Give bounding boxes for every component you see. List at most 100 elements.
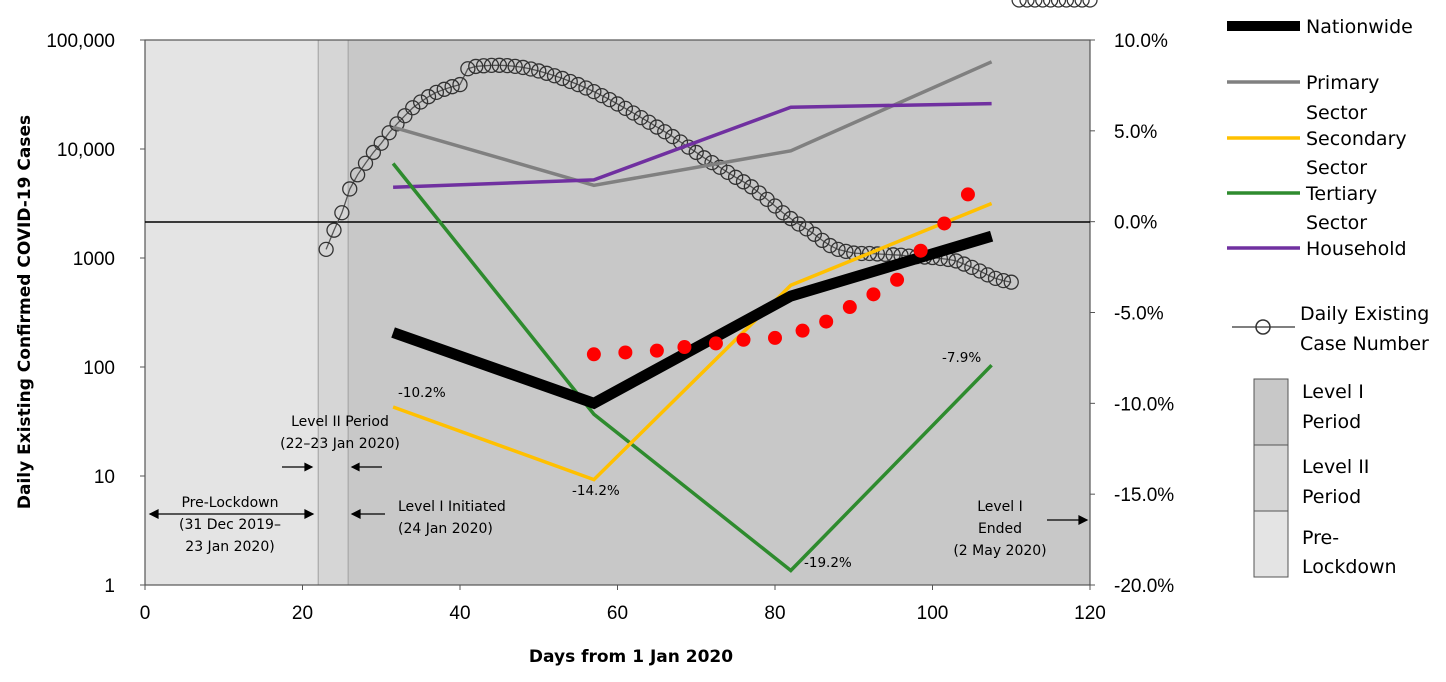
red-dot (768, 330, 782, 345)
existing-case-marker (499, 57, 515, 74)
y-left-tick-label: 100,000 (46, 31, 115, 52)
series-line-secondary-sector (392, 201, 993, 482)
existing-case-marker (743, 179, 760, 195)
red-dot (890, 272, 905, 287)
period-bands (145, 40, 1090, 585)
legend-label-level1b: Period (1302, 411, 1361, 433)
label-secondary-start: -10.2% (398, 385, 446, 401)
y-right-tick-label: 0.0% (1114, 213, 1157, 234)
arrow-level2-right-head (350, 462, 360, 472)
existing-case-marker (444, 79, 460, 95)
legend-label-household: Household (1306, 238, 1407, 260)
existing-case-marker (617, 100, 634, 117)
existing-case-marker (775, 205, 791, 221)
red-dot (736, 332, 751, 347)
existing-case-marker (436, 81, 452, 97)
y-axis-title: Daily Existing Confirmed COVID-19 Cases (15, 115, 35, 509)
y-left-tick-label: 10 (94, 467, 115, 488)
existing-case-marker (649, 119, 665, 135)
existing-case-marker (1019, 0, 1035, 8)
x-tick-label: 40 (449, 603, 470, 624)
level1-initiated-date: (24 Jan 2020) (398, 521, 493, 537)
legend-label-primary-sector: Sector (1306, 102, 1367, 124)
level1-ended-title1: Level I (977, 499, 1023, 515)
legend-label-secondary-sector: Sector (1306, 157, 1367, 179)
existing-case-marker (979, 267, 996, 283)
legend-label-preb: Lockdown (1302, 556, 1397, 578)
legend-label-existing2: Case Number (1300, 333, 1429, 355)
red-dot (842, 300, 857, 315)
legend-label-level2a: Level II (1302, 456, 1369, 478)
existing-case-marker (405, 100, 421, 116)
legend-label-prea: Pre- (1302, 527, 1339, 549)
legend-box-level1 (1253, 378, 1289, 446)
arrow-pre-lockdown-right-head (304, 509, 315, 519)
x-tick-label: 20 (292, 603, 313, 624)
legend-box-pre (1253, 510, 1289, 578)
existing-case-marker (554, 70, 571, 87)
existing-case-line (325, 64, 1012, 283)
existing-case-marker (538, 65, 555, 81)
existing-case-series (318, 0, 1098, 290)
x-tick-label: 0 (140, 603, 151, 624)
existing-case-marker (420, 89, 437, 105)
existing-case-marker (342, 181, 358, 197)
existing-case-marker (318, 241, 334, 258)
level1-ended-title2: Ended (978, 521, 1022, 537)
existing-case-marker (1035, 0, 1051, 8)
existing-case-marker (515, 59, 531, 76)
existing-case-marker (381, 125, 397, 141)
existing-case-marker (688, 144, 704, 161)
series-line-household (393, 101, 992, 189)
existing-case-marker (412, 94, 429, 110)
legend-label-secondary: Secondary (1306, 128, 1407, 150)
band-level-i-period (348, 40, 1090, 585)
existing-case-marker (1074, 0, 1090, 8)
red-dot (677, 340, 692, 355)
red-dot-series (586, 187, 975, 362)
red-dot (866, 287, 881, 302)
existing-case-marker (1082, 0, 1098, 8)
label-secondary-min: -14.2% (572, 483, 620, 499)
existing-case-marker (483, 57, 500, 74)
legend-label-level1a: Level I (1302, 381, 1364, 403)
red-dot (937, 216, 952, 231)
red-dot (618, 345, 633, 360)
existing-case-marker (861, 245, 878, 262)
level2-annotation-dates: (22–23 Jan 2020) (280, 436, 400, 452)
existing-case-marker (1042, 0, 1059, 8)
existing-case-marker (987, 270, 1004, 287)
existing-case-marker (365, 144, 382, 161)
existing-case-marker (562, 73, 578, 90)
arrow-level1-initiated-head (350, 509, 361, 519)
existing-case-marker (814, 232, 830, 249)
existing-case-marker (830, 241, 846, 258)
red-dot (913, 243, 928, 258)
x-tick-label: 100 (917, 603, 949, 624)
existing-case-marker (578, 80, 594, 96)
legend-label-tertiary: Tertiary (1305, 183, 1377, 205)
existing-case-marker (609, 96, 626, 112)
legend-label-nationwide: Nationwide (1306, 16, 1413, 38)
existing-case-marker (357, 155, 374, 171)
band-level-ii-period (318, 40, 349, 585)
existing-case-marker (1050, 0, 1067, 8)
y-right-tick-label: -20.0% (1114, 576, 1174, 597)
label-tertiary-end: -7.9% (942, 350, 981, 366)
y-left-tick-label: 1000 (73, 249, 115, 270)
existing-case-marker (964, 259, 980, 276)
existing-case-marker (625, 105, 641, 121)
arrow-level2-left-head (304, 462, 314, 472)
sector-series (391, 60, 994, 573)
existing-case-marker (1058, 0, 1075, 8)
red-dot (649, 343, 664, 358)
y-left-tick-label: 10,000 (57, 140, 115, 161)
y-right-tick-label: 5.0% (1114, 122, 1157, 143)
existing-case-marker (507, 58, 523, 75)
legend-label-level2b: Period (1302, 486, 1361, 508)
existing-case-marker (735, 174, 752, 190)
existing-case-marker (594, 87, 610, 104)
existing-case-marker (1003, 274, 1019, 290)
